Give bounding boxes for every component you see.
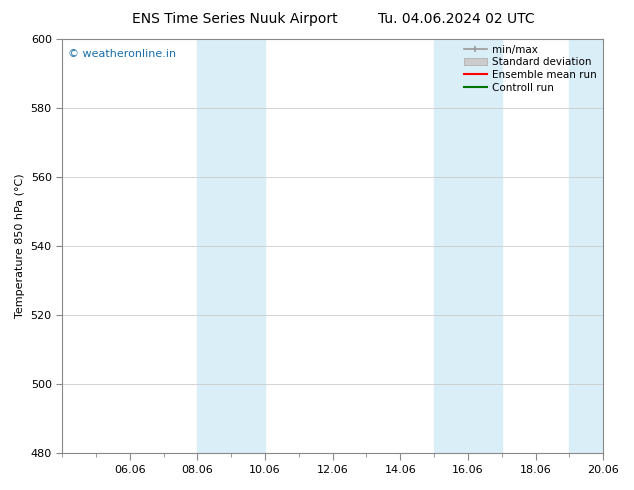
Bar: [197, 39, 265, 453]
Y-axis label: Temperature 850 hPa (°C): Temperature 850 hPa (°C): [15, 173, 25, 318]
Text: © weatheronline.in: © weatheronline.in: [68, 49, 176, 59]
Text: Tu. 04.06.2024 02 UTC: Tu. 04.06.2024 02 UTC: [378, 12, 535, 26]
Text: ENS Time Series Nuuk Airport: ENS Time Series Nuuk Airport: [132, 12, 337, 26]
Bar: [434, 39, 501, 453]
Legend: min/max, Standard deviation, Ensemble mean run, Controll run: min/max, Standard deviation, Ensemble me…: [460, 41, 601, 97]
Bar: [569, 39, 603, 453]
